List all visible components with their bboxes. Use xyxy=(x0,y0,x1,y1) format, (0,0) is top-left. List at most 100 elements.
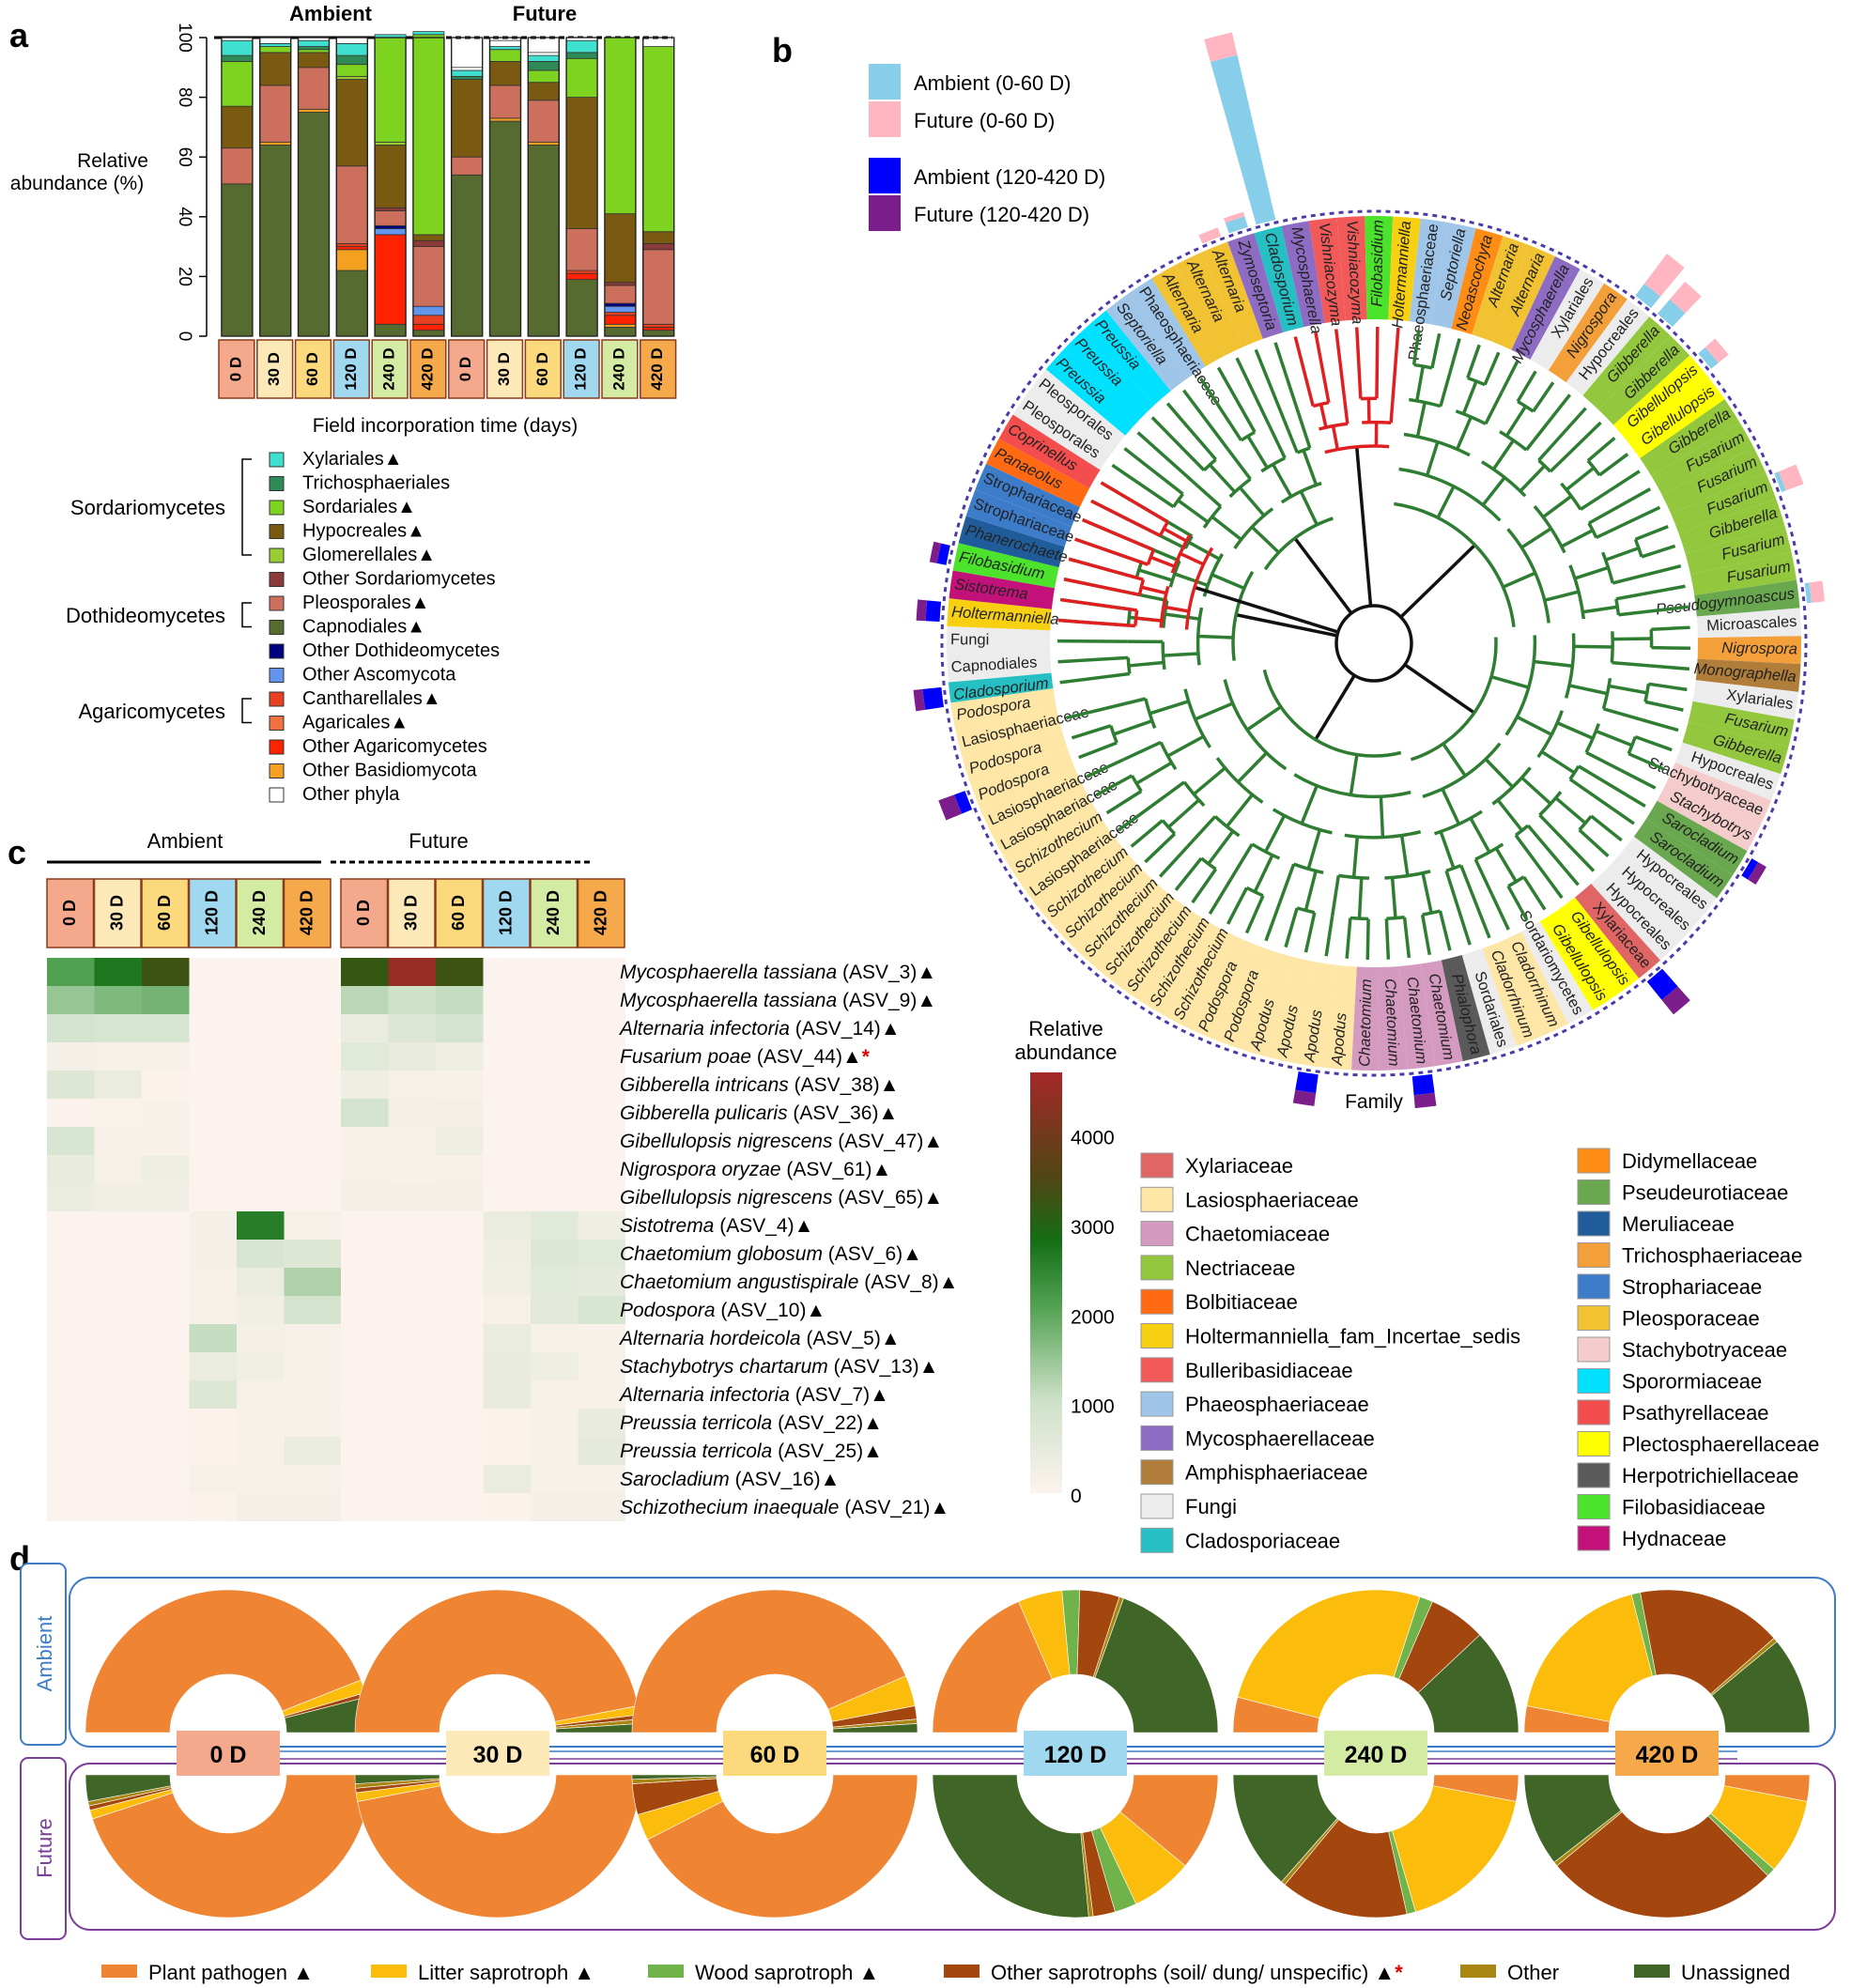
b-family-wedge-24 xyxy=(1308,217,1346,324)
b-branch-tip-0 xyxy=(1059,671,1131,685)
c-cell-17-7 xyxy=(388,1437,436,1465)
b-branch-tip-62 xyxy=(1565,841,1596,872)
b-branch-stem-68-69 xyxy=(1439,830,1456,870)
b-branch-stem-92-93 xyxy=(1113,718,1153,736)
a-legend-label-11: Agaricales▲ xyxy=(302,713,409,733)
c-cell-18-3 xyxy=(189,1465,237,1493)
b-branch-arc-11-13 xyxy=(1202,505,1223,529)
c-cell-13-8 xyxy=(436,1324,484,1352)
b-branch-arc-39-48 xyxy=(1506,528,1550,624)
c-cell-10-7 xyxy=(388,1240,436,1268)
c-cell-19-9 xyxy=(483,1493,531,1521)
a-legend-label-4: Glomerellales▲ xyxy=(302,545,436,565)
a-xbox-2 xyxy=(294,339,332,399)
b-family-wedge-14 xyxy=(1064,329,1155,420)
b-branch-stem-67-67 xyxy=(1473,858,1494,896)
c-cell-19-10 xyxy=(531,1493,578,1521)
b-branch-stem-3-6 xyxy=(1163,605,1190,613)
c-cell-16-5 xyxy=(284,1409,341,1437)
b-branch-stem-62-62 xyxy=(1538,813,1568,844)
c-cell-16-2 xyxy=(142,1409,190,1437)
b-tip-label-2: Fungi xyxy=(950,631,989,648)
b-family-wedge-94 xyxy=(955,709,1062,758)
b-family-wedge-62 xyxy=(1591,869,1681,961)
b-branch-stem-17-19 xyxy=(1271,463,1293,498)
a-bar-seg-trichosphaeriales-0 xyxy=(221,54,254,62)
a-bar-seg-xylariales-0 xyxy=(221,39,254,56)
c-cell-7-5 xyxy=(284,1155,341,1183)
b-famleg-right-swatch-8 xyxy=(1577,1399,1611,1426)
b-family-wedge-68 xyxy=(1482,940,1543,1046)
a-legend-label-2: Sordariales▲ xyxy=(302,497,416,517)
c-cell-14-8 xyxy=(436,1352,484,1380)
b-family-wedge-67 xyxy=(1502,932,1568,1036)
a-ytick-label-80: 80 xyxy=(175,87,194,107)
c-cell-10-6 xyxy=(341,1240,389,1268)
b-famleg-left-swatch-5 xyxy=(1140,1323,1174,1348)
c-cell-5-3 xyxy=(189,1099,237,1127)
b-family-wedge-81 xyxy=(1164,925,1234,1029)
a-bar-seg-other-ascomycota-5 xyxy=(412,305,445,316)
a-bar-seg-pleosporales-11 xyxy=(642,249,675,325)
c-cell-11-1 xyxy=(94,1268,142,1296)
a-bar-seg-other-agaricomycetes-9 xyxy=(565,272,598,280)
c-cell-19-5 xyxy=(284,1493,341,1521)
b-branch-stem-27-27 xyxy=(1389,398,1395,424)
b-bar-future-3 xyxy=(916,599,928,622)
b-branch-stem-16-16 xyxy=(1226,448,1252,481)
b-bar-ambient-39 xyxy=(1698,347,1719,369)
b-branch-tip-32 xyxy=(1483,351,1501,386)
a-bar-seg-sordariales-4 xyxy=(374,37,407,143)
d-day-box-1 xyxy=(446,1731,549,1776)
a-legend-group-0: Sordariomycetes xyxy=(70,496,225,519)
b-bar-ambient-21 xyxy=(1225,216,1248,234)
c-cell-19-3 xyxy=(189,1493,237,1521)
c-row-mark-18: ▲ xyxy=(821,1469,841,1490)
b-branch-arc-70-82 xyxy=(1293,773,1411,799)
b-family-wedge-3 xyxy=(947,598,1052,631)
b-branch-stem-65-69 xyxy=(1441,788,1461,825)
d-legend-label-0: Plant pathogen ▲ xyxy=(148,1961,314,1984)
c-cell-4-10 xyxy=(531,1071,578,1099)
b-branch-stem-70-71 xyxy=(1421,872,1433,914)
b-bar-ambient-58 xyxy=(1741,858,1759,880)
a-legend-swatch-1 xyxy=(269,476,285,491)
b-family-wedge-27 xyxy=(1388,216,1421,322)
a-bar-seg-capnodiales-7 xyxy=(489,120,521,337)
b-branch-tip-8 xyxy=(1082,517,1155,552)
c-cell-0-7 xyxy=(388,958,436,986)
c-cell-8-6 xyxy=(341,1183,389,1211)
b-branch-stem-52-53 xyxy=(1608,684,1648,695)
b-branch-stem-36-36 xyxy=(1524,421,1550,452)
a-xbox-1 xyxy=(256,339,294,399)
c-cell-5-4 xyxy=(237,1099,285,1127)
b-legend: Ambient (0-60 D) Future (0-60 D) Ambient (… xyxy=(869,64,1105,231)
b-branch-arc-74-76 xyxy=(1338,873,1370,880)
b-branch-arc-3-10 xyxy=(1184,547,1214,630)
c-cell-0-4 xyxy=(237,958,285,986)
b-branch-arc-92-94 xyxy=(1144,698,1157,729)
b-branch-tip-83 xyxy=(1191,868,1218,904)
c-cell-12-2 xyxy=(142,1296,190,1324)
b-branch-tip-77 xyxy=(1303,912,1317,953)
a-bar-seg-capnodiales-4 xyxy=(374,323,407,337)
c-cell-15-10 xyxy=(531,1380,578,1409)
c-col-box-10 xyxy=(530,878,578,948)
c-cell-5-2 xyxy=(142,1099,190,1127)
c-cell-15-4 xyxy=(237,1380,285,1409)
d-ambient-tag xyxy=(20,1563,67,1746)
b-branch-stem-0-2 xyxy=(1163,652,1199,657)
c-cell-7-9 xyxy=(483,1155,531,1183)
a-xbox-0 xyxy=(218,339,255,399)
b-branch-stem-77-78 xyxy=(1303,871,1318,911)
a-xbox-label-2: 60 D xyxy=(303,352,321,386)
a-bar-seg-glomerellales-4 xyxy=(374,141,407,146)
c-cell-17-11 xyxy=(578,1437,625,1465)
c-row-asv-10: (ASV_6) xyxy=(823,1243,902,1265)
b-family-wedge-56 xyxy=(1666,762,1772,826)
b-bar-ambient-76 xyxy=(1295,1071,1319,1094)
c-cell-6-11 xyxy=(578,1127,625,1155)
c-cell-2-7 xyxy=(388,1014,436,1042)
panel-d-donut-charts: Ambient Future 0 D 30 D 60 D 120 D 240 D 420 … xyxy=(20,1563,1836,1984)
d-legend-star-3: * xyxy=(1395,1961,1403,1984)
